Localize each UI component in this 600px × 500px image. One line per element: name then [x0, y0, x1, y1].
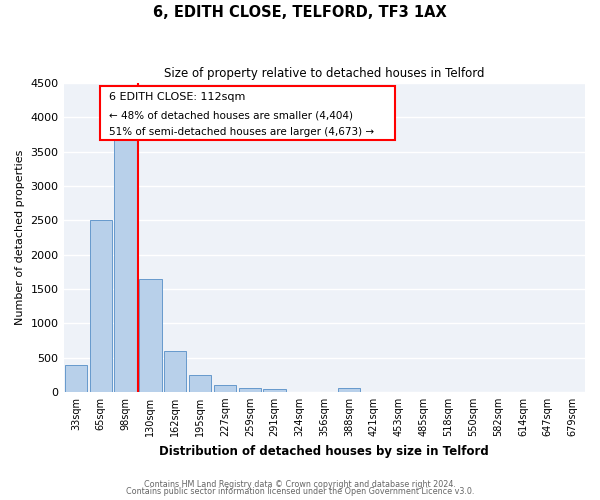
Bar: [263, 389, 286, 392]
Bar: [89, 220, 112, 392]
Text: Contains public sector information licensed under the Open Government Licence v3: Contains public sector information licen…: [126, 487, 474, 496]
Text: 6, EDITH CLOSE, TELFORD, TF3 1AX: 6, EDITH CLOSE, TELFORD, TF3 1AX: [153, 5, 447, 20]
Text: 51% of semi-detached houses are larger (4,673) →: 51% of semi-detached houses are larger (…: [109, 127, 374, 137]
Bar: [338, 388, 360, 392]
Y-axis label: Number of detached properties: Number of detached properties: [15, 150, 25, 325]
Bar: [139, 280, 161, 392]
Bar: [214, 384, 236, 392]
Text: 6 EDITH CLOSE: 112sqm: 6 EDITH CLOSE: 112sqm: [109, 92, 246, 102]
Bar: [239, 388, 261, 392]
X-axis label: Distribution of detached houses by size in Telford: Distribution of detached houses by size …: [160, 444, 489, 458]
Bar: [65, 365, 87, 392]
Bar: [164, 350, 187, 392]
Text: Contains HM Land Registry data © Crown copyright and database right 2024.: Contains HM Land Registry data © Crown c…: [144, 480, 456, 489]
FancyBboxPatch shape: [100, 86, 395, 140]
Bar: [189, 374, 211, 392]
Bar: [115, 134, 137, 392]
Title: Size of property relative to detached houses in Telford: Size of property relative to detached ho…: [164, 68, 485, 80]
Text: ← 48% of detached houses are smaller (4,404): ← 48% of detached houses are smaller (4,…: [109, 110, 353, 120]
